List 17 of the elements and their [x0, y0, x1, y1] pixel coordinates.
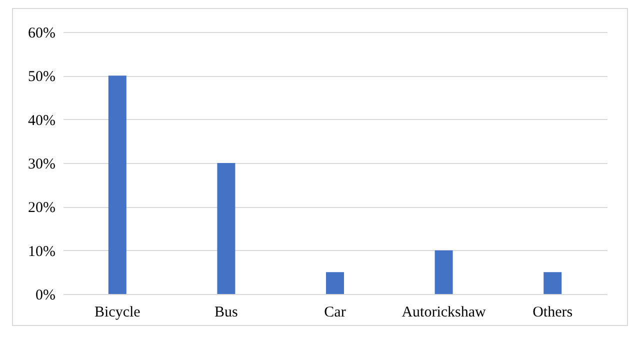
x-tick-label: Bicycle [94, 304, 141, 320]
x-tick-label: Bus [214, 304, 238, 320]
y-tick-label: 30% [28, 156, 56, 172]
bar [544, 272, 562, 294]
x-tick-label: Others [532, 304, 573, 320]
bar [326, 272, 344, 294]
y-tick-label: 40% [28, 112, 56, 129]
y-tick-label: 20% [28, 200, 56, 216]
y-tick-label: 50% [28, 69, 56, 86]
bar [217, 163, 236, 294]
bar [108, 76, 126, 294]
bar [434, 250, 453, 294]
y-tick-label: 0% [36, 288, 56, 304]
y-tick-label: 10% [28, 244, 56, 260]
x-tick-label: Autorickshaw [402, 304, 486, 320]
x-tick-label: Car [324, 304, 346, 320]
y-tick-label: 60% [28, 26, 56, 42]
